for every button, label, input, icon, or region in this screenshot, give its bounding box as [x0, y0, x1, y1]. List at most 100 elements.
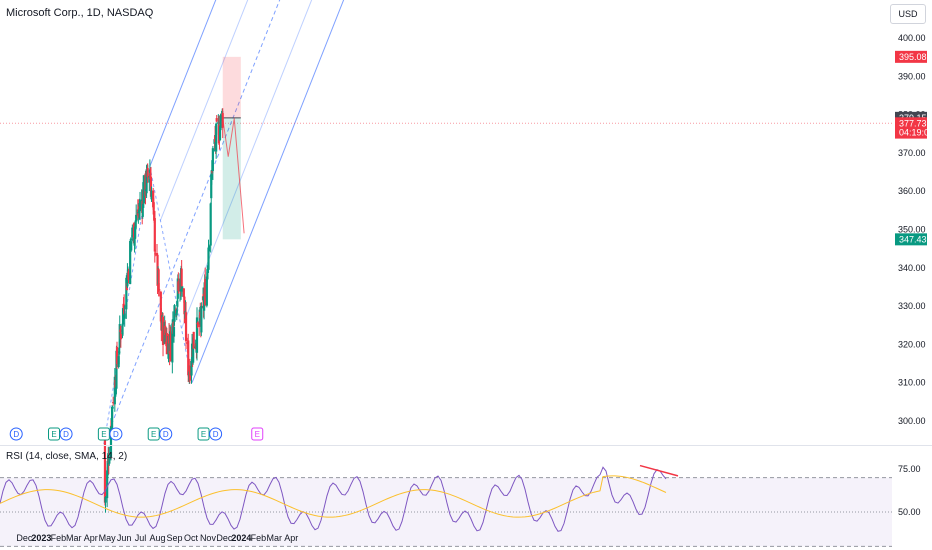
- event-marker-label: E: [255, 430, 260, 439]
- price-tick-label: 320.00: [898, 339, 926, 349]
- x-tick-label: May: [99, 533, 117, 543]
- candle-body: [125, 277, 128, 310]
- candle-body: [145, 169, 148, 194]
- candle-body: [159, 291, 162, 322]
- x-tick-label: 2023: [31, 533, 51, 543]
- candle-body: [106, 460, 109, 476]
- candle-body: [157, 269, 160, 292]
- candle-body: [152, 202, 155, 210]
- price-tick-label: 360.00: [898, 186, 926, 196]
- dividend-marker: [159, 427, 173, 441]
- candle-body: [158, 289, 161, 291]
- candle-body: [138, 209, 141, 214]
- pitchfork-median: [103, 0, 281, 445]
- candle-body: [119, 333, 122, 340]
- candle-body: [211, 170, 214, 173]
- event-marker-label: D: [213, 430, 219, 439]
- candle-body: [192, 337, 195, 363]
- candle-body: [117, 356, 120, 367]
- dividend-marker: [9, 427, 23, 441]
- x-tick-label: Dec: [216, 533, 233, 543]
- candle-body: [219, 115, 222, 131]
- earnings-marker: [197, 427, 210, 441]
- candle-body: [207, 245, 211, 252]
- candle-body: [134, 221, 137, 228]
- candle-body: [129, 242, 132, 246]
- candle-body: [207, 247, 210, 270]
- candle-body: [206, 269, 209, 280]
- candle-body: [115, 350, 118, 389]
- candle-body: [112, 402, 115, 404]
- candle-body: [210, 170, 213, 179]
- dividend-marker: [59, 427, 73, 441]
- price-tick-label: 330.00: [898, 301, 926, 311]
- candle-body: [171, 323, 174, 363]
- x-tick-label: Nov: [200, 533, 217, 543]
- candle-body: [104, 497, 107, 503]
- rsi-sma-line: [0, 475, 667, 518]
- dividend-marker: [109, 427, 123, 441]
- candle-body: [150, 190, 153, 200]
- stop-loss-tag: [895, 50, 927, 63]
- candle-body: [215, 123, 218, 152]
- x-tick-label: Apr: [84, 533, 98, 543]
- candle-body: [175, 310, 178, 316]
- x-tick-label: 2024: [231, 533, 251, 543]
- candle-body: [149, 176, 153, 197]
- projection-path: [222, 118, 245, 234]
- price-tick-label: 370.00: [898, 148, 926, 158]
- candle-body: [218, 126, 222, 141]
- pane-separator[interactable]: [0, 445, 932, 446]
- candle-body: [121, 323, 124, 335]
- candle-body: [169, 333, 172, 361]
- candle-body: [138, 200, 142, 212]
- candle-body: [198, 321, 201, 327]
- candle-body: [153, 218, 156, 252]
- candle-body: [111, 406, 114, 409]
- event-marker-label: E: [101, 430, 106, 439]
- countdown-tag: [895, 126, 927, 139]
- x-tick-label: Mar: [266, 533, 282, 543]
- candle-body: [180, 268, 183, 290]
- event-marker-label: D: [13, 430, 19, 439]
- x-tick-label: Jun: [117, 533, 132, 543]
- pitchfork-quarter-upper: [159, 0, 249, 221]
- candle-body: [173, 305, 176, 322]
- candle-body: [184, 312, 188, 342]
- candle-body: [217, 121, 220, 125]
- candle-body: [135, 214, 138, 222]
- earnings-marker: [48, 427, 61, 441]
- x-tick-label: Sep: [167, 533, 183, 543]
- event-marker-label: E: [201, 430, 206, 439]
- rsi-line: [0, 466, 667, 532]
- currency-button[interactable]: USD: [890, 4, 926, 24]
- candle-body: [146, 167, 149, 178]
- candle-body: [176, 300, 179, 307]
- event-marker-label: D: [113, 430, 119, 439]
- position-risk-zone: [222, 56, 241, 118]
- candle-body: [210, 174, 213, 199]
- x-tick-label: Jul: [135, 533, 147, 543]
- event-marker-label: E: [51, 430, 56, 439]
- last-price-tag: [895, 117, 927, 130]
- candle-body: [129, 241, 132, 285]
- rsi-divergence-line: [639, 464, 679, 477]
- candle-body: [108, 457, 111, 464]
- candle-body: [115, 346, 119, 364]
- candle-body: [215, 118, 218, 122]
- candle-body: [127, 271, 130, 280]
- candle-body: [146, 165, 149, 169]
- candle-body: [113, 376, 116, 405]
- candle-body: [148, 169, 151, 176]
- pitchfork-lower: [191, 0, 345, 383]
- candle-body: [181, 286, 184, 292]
- candle-body: [195, 317, 199, 353]
- candle-body: [130, 242, 133, 244]
- x-tick-label: Mar: [66, 533, 82, 543]
- candle-body: [153, 210, 156, 221]
- candle-body: [123, 304, 126, 315]
- candle-body: [167, 336, 170, 359]
- candle-body: [177, 281, 180, 291]
- rsi-tick-label: 75.00: [898, 464, 921, 474]
- candle-body: [182, 288, 185, 298]
